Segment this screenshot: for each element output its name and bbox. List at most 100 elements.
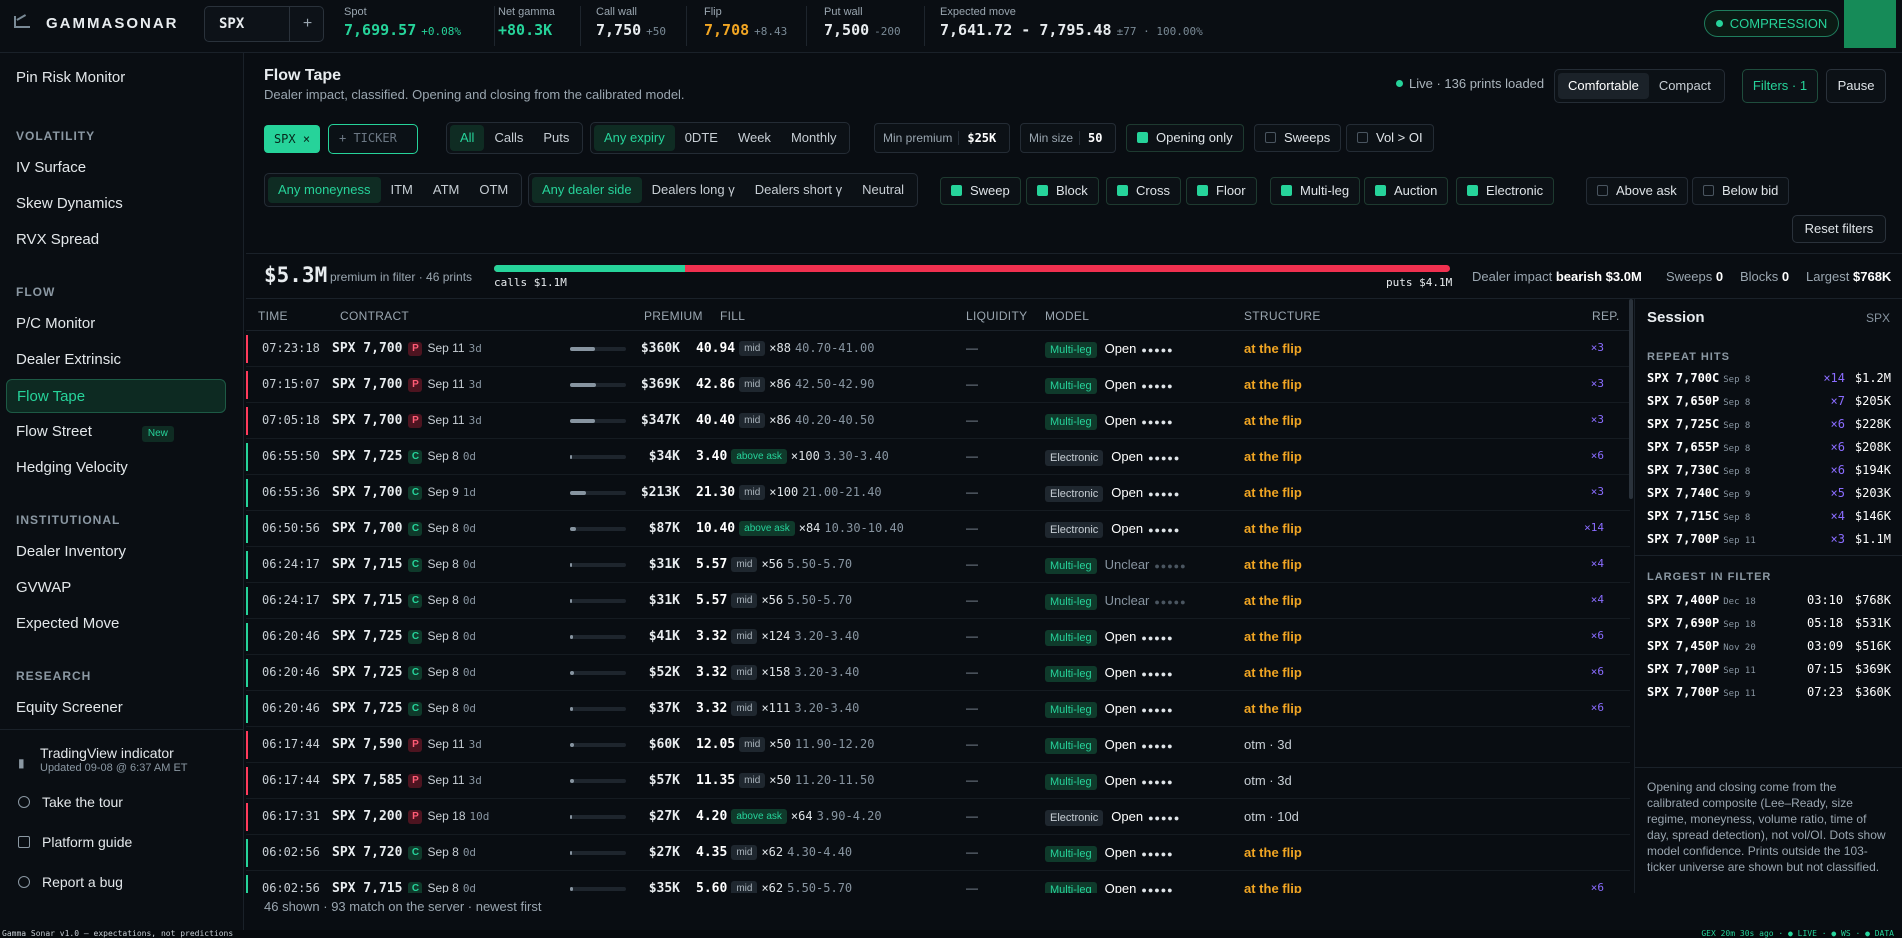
sweeps-toggle[interactable]: Sweeps bbox=[1254, 124, 1342, 152]
ticker-selector[interactable]: SPX + bbox=[204, 6, 324, 42]
sidebar-item-dealer-extrinsic[interactable]: Dealer Extrinsic bbox=[6, 343, 226, 377]
table-row[interactable]: 06:20:46 SPX 7,725 C Sep 8 0d $37K 3.32 mid ×111… bbox=[246, 691, 1630, 727]
sidebar-item-flow-street[interactable]: Flow Street New bbox=[6, 415, 226, 449]
table-row[interactable]: 06:17:31 SPX 7,200 P Sep 18 10d $27K 4.20 above… bbox=[246, 799, 1630, 835]
row-contract[interactable]: SPX 7,700 C Sep 9 1d bbox=[332, 485, 477, 500]
kind-cross-toggle[interactable]: Cross bbox=[1106, 177, 1181, 205]
row-contract[interactable]: SPX 7,715 C Sep 8 0d bbox=[332, 881, 476, 893]
min-size-field[interactable]: Min size 50 bbox=[1020, 123, 1116, 153]
type-calls[interactable]: Calls bbox=[494, 130, 524, 145]
row-contract[interactable]: SPX 7,700 P Sep 11 3d bbox=[332, 341, 482, 356]
col-liquidity[interactable]: LIQUIDITY bbox=[966, 309, 1028, 323]
largest-row[interactable]: SPX 7,450P Nov 20 03:09 $516K bbox=[1647, 639, 1891, 653]
largest-row[interactable]: SPX 7,700P Sep 11 07:15 $369K bbox=[1647, 662, 1891, 676]
repeat-hit-row[interactable]: SPX 7,700C Sep 8 ×14 $1.2M bbox=[1647, 371, 1891, 385]
row-contract[interactable]: SPX 7,590 P Sep 11 3d bbox=[332, 737, 482, 752]
row-contract[interactable]: SPX 7,700 P Sep 11 3d bbox=[332, 413, 482, 428]
table-row[interactable]: 06:20:46 SPX 7,725 C Sep 8 0d $41K 3.32 mid ×124… bbox=[246, 619, 1630, 655]
type-all[interactable]: All bbox=[450, 125, 485, 151]
repeat-hit-row[interactable]: SPX 7,715C Sep 8 ×4 $146K bbox=[1647, 509, 1891, 523]
row-contract[interactable]: SPX 7,725 C Sep 8 0d bbox=[332, 701, 477, 716]
row-contract[interactable]: SPX 7,585 P Sep 11 3d bbox=[332, 773, 482, 788]
dealer-long[interactable]: Dealers long γ bbox=[651, 182, 735, 197]
tradingview-indicator-link[interactable]: ▮ TradingView indicator Updated 09-08 @ … bbox=[18, 746, 188, 776]
expiry-week[interactable]: Week bbox=[737, 130, 771, 145]
sidebar-item-flow-tape[interactable]: Flow Tape bbox=[6, 379, 226, 413]
table-row[interactable]: 06:02:56 SPX 7,720 C Sep 8 0d $27K 4.35 mid ×62 4… bbox=[246, 835, 1630, 871]
table-row[interactable]: 07:23:18 SPX 7,700 P Sep 11 3d $360K 40.94 mid ×… bbox=[246, 331, 1630, 367]
moneyness-atm[interactable]: ATM bbox=[432, 182, 460, 197]
kind-block-toggle[interactable]: Block bbox=[1026, 177, 1099, 205]
moneyness-otm[interactable]: OTM bbox=[479, 182, 509, 197]
kind-floor-toggle[interactable]: Floor bbox=[1186, 177, 1257, 205]
sidebar-item-hedging-velocity[interactable]: Hedging Velocity bbox=[6, 451, 226, 485]
largest-row[interactable]: SPX 7,690P Sep 18 05:18 $531K bbox=[1647, 616, 1891, 630]
row-contract[interactable]: SPX 7,725 C Sep 8 0d bbox=[332, 449, 477, 464]
expiry-monthly[interactable]: Monthly bbox=[790, 130, 837, 145]
repeat-hit-row[interactable]: SPX 7,725C Sep 8 ×6 $228K bbox=[1647, 417, 1891, 431]
table-row[interactable]: 06:24:17 SPX 7,715 C Sep 8 0d $31K 5.57 mid ×56 5… bbox=[246, 547, 1630, 583]
table-row[interactable]: 06:24:17 SPX 7,715 C Sep 8 0d $31K 5.57 mid ×56 5… bbox=[246, 583, 1630, 619]
row-contract[interactable]: SPX 7,700 C Sep 8 0d bbox=[332, 521, 477, 536]
col-model[interactable]: MODEL bbox=[1045, 309, 1090, 323]
moneyness-itm[interactable]: ITM bbox=[390, 182, 413, 197]
col-premium[interactable]: PREMIUM bbox=[644, 309, 703, 323]
col-structure[interactable]: STRUCTURE bbox=[1244, 309, 1321, 323]
col-fill[interactable]: FILL bbox=[720, 309, 746, 323]
report-bug-link[interactable]: Report a bug bbox=[18, 874, 123, 890]
table-row[interactable]: 06:55:50 SPX 7,725 C Sep 8 0d $34K 3.40 above a… bbox=[246, 439, 1630, 475]
table-row[interactable]: 06:17:44 SPX 7,585 P Sep 11 3d $57K 11.35 mid ×5… bbox=[246, 763, 1630, 799]
sidebar-item-pin-risk-monitor[interactable]: Pin Risk Monitor bbox=[16, 69, 126, 86]
row-contract[interactable]: SPX 7,725 C Sep 8 0d bbox=[332, 665, 477, 680]
account-avatar[interactable] bbox=[1844, 0, 1896, 48]
col-rep[interactable]: REP. bbox=[1592, 309, 1620, 323]
expiry-any[interactable]: Any expiry bbox=[594, 125, 675, 151]
largest-row[interactable]: SPX 7,400P Dec 18 03:10 $768K bbox=[1647, 593, 1891, 607]
repeat-hit-row[interactable]: SPX 7,740C Sep 9 ×5 $203K bbox=[1647, 486, 1891, 500]
kind-sweep-toggle[interactable]: Sweep bbox=[940, 177, 1021, 205]
table-row[interactable]: 06:20:46 SPX 7,725 C Sep 8 0d $52K 3.32 mid ×158… bbox=[246, 655, 1630, 691]
row-contract[interactable]: SPX 7,700 P Sep 11 3d bbox=[332, 377, 482, 392]
dealer-any[interactable]: Any dealer side bbox=[532, 177, 642, 203]
sidebar-item-skew-dynamics[interactable]: Skew Dynamics bbox=[6, 187, 226, 221]
expiry-0dte[interactable]: 0DTE bbox=[684, 130, 718, 145]
col-time[interactable]: TIME bbox=[258, 309, 288, 323]
row-contract[interactable]: SPX 7,720 C Sep 8 0d bbox=[332, 845, 477, 860]
dealer-short[interactable]: Dealers short γ bbox=[754, 182, 843, 197]
table-row[interactable]: 06:50:56 SPX 7,700 C Sep 8 0d $87K 10.40 above … bbox=[246, 511, 1630, 547]
pause-button[interactable]: Pause bbox=[1826, 69, 1886, 103]
platform-guide-link[interactable]: Platform guide bbox=[18, 834, 132, 850]
sidebar-item-gvwap[interactable]: GVWAP bbox=[6, 571, 226, 605]
table-row[interactable]: 06:02:56 SPX 7,715 C Sep 8 0d $35K 5.60 mid ×62 5… bbox=[246, 871, 1630, 893]
add-ticker-button[interactable]: + bbox=[289, 7, 325, 41]
repeat-hit-row[interactable]: SPX 7,700P Sep 11 ×3 $1.1M bbox=[1647, 532, 1891, 546]
col-contract[interactable]: CONTRACT bbox=[340, 309, 410, 323]
opening-only-toggle[interactable]: Opening only bbox=[1126, 124, 1244, 152]
ticker-filter-input[interactable]: + TICKER bbox=[328, 124, 418, 154]
above-ask-toggle[interactable]: Above ask bbox=[1586, 177, 1688, 205]
table-row[interactable]: 07:15:07 SPX 7,700 P Sep 11 3d $369K 42.86 mid ×… bbox=[246, 367, 1630, 403]
row-contract[interactable]: SPX 7,715 C Sep 8 0d bbox=[332, 557, 477, 572]
sidebar-item-equity-screener[interactable]: Equity Screener bbox=[6, 691, 226, 725]
take-tour-link[interactable]: Take the tour bbox=[18, 794, 123, 810]
min-premium-field[interactable]: Min premium $25K bbox=[874, 123, 1010, 153]
table-row[interactable]: 06:55:36 SPX 7,700 C Sep 9 1d $213K 21.30 mid ×1… bbox=[246, 475, 1630, 511]
largest-row[interactable]: SPX 7,700P Sep 11 07:23 $360K bbox=[1647, 685, 1891, 699]
repeat-hit-row[interactable]: SPX 7,655P Sep 8 ×6 $208K bbox=[1647, 440, 1891, 454]
sidebar-item-p-c-monitor[interactable]: P/C Monitor bbox=[6, 307, 226, 341]
table-scrollbar[interactable] bbox=[1629, 299, 1633, 499]
row-contract[interactable]: SPX 7,725 C Sep 8 0d bbox=[332, 629, 477, 644]
sidebar-item-expected-move[interactable]: Expected Move bbox=[6, 607, 226, 641]
table-row[interactable]: 07:05:18 SPX 7,700 P Sep 11 3d $347K 40.40 mid ×… bbox=[246, 403, 1630, 439]
row-contract[interactable]: SPX 7,715 C Sep 8 0d bbox=[332, 593, 477, 608]
kind-auction-toggle[interactable]: Auction bbox=[1364, 177, 1449, 205]
density-compact[interactable]: Compact bbox=[1658, 78, 1711, 93]
repeat-hit-row[interactable]: SPX 7,650P Sep 8 ×7 $205K bbox=[1647, 394, 1891, 408]
table-row[interactable]: 06:17:44 SPX 7,590 P Sep 11 3d $60K 12.05 mid ×5… bbox=[246, 727, 1630, 763]
below-bid-toggle[interactable]: Below bid bbox=[1692, 177, 1790, 205]
sidebar-item-iv-surface[interactable]: IV Surface bbox=[6, 151, 226, 185]
density-comfortable[interactable]: Comfortable bbox=[1558, 73, 1649, 99]
dealer-neutral[interactable]: Neutral bbox=[862, 182, 905, 197]
sidebar-item-rvx-spread[interactable]: RVX Spread bbox=[6, 223, 226, 257]
filters-button[interactable]: Filters · 1 bbox=[1742, 69, 1818, 103]
